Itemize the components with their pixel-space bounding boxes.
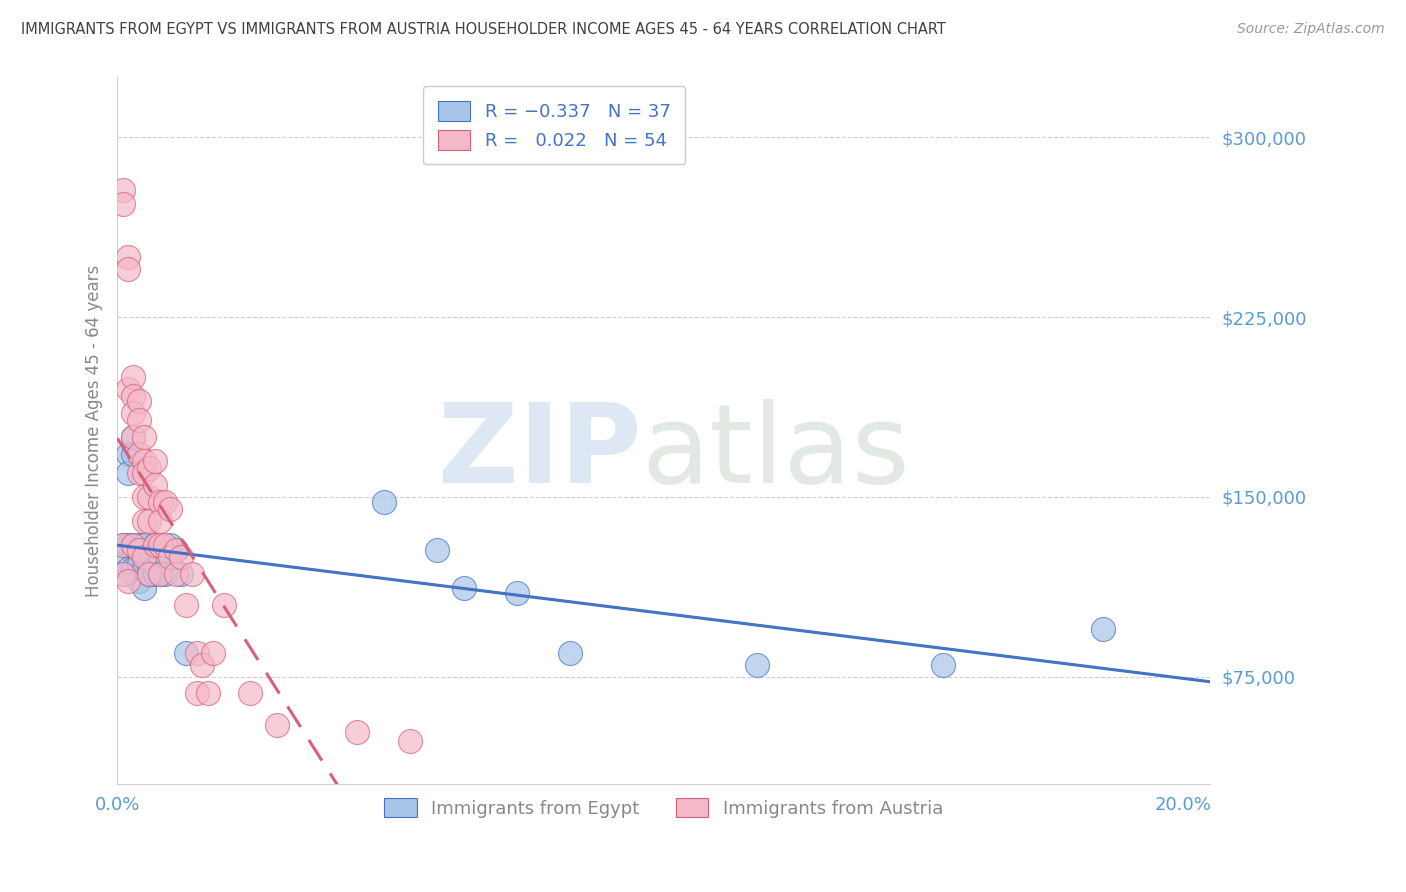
Point [165,542,187,557]
Point [128,557,150,571]
Point [117,250,139,264]
Point [132,538,155,552]
Point [202,646,225,660]
Point [128,447,150,461]
Point [153,494,176,508]
Point [132,549,155,564]
Point [111,538,134,552]
Point [132,490,155,504]
Point [122,430,145,444]
Point [138,566,160,581]
Point [180,566,202,581]
Point [149,494,172,508]
Point [132,466,155,480]
Text: atlas: atlas [641,399,910,506]
Text: IMMIGRANTS FROM EGYPT VS IMMIGRANTS FROM AUSTRIA HOUSEHOLDER INCOME AGES 45 - 64: IMMIGRANTS FROM EGYPT VS IMMIGRANTS FROM… [21,22,946,37]
Point [122,562,145,576]
Point [122,447,145,461]
Point [373,494,395,508]
Point [426,542,449,557]
Point [197,686,219,700]
Point [111,538,134,552]
Point [266,717,288,731]
Point [149,514,172,528]
Point [159,538,181,552]
Point [138,566,160,581]
Text: ZIP: ZIP [439,399,641,506]
Y-axis label: Householder Income Ages 45 - 64 years: Householder Income Ages 45 - 64 years [86,265,103,597]
Point [111,197,134,211]
Point [143,454,166,468]
Point [117,574,139,588]
Point [170,566,193,581]
Point [117,466,139,480]
Point [399,734,422,748]
Point [159,501,181,516]
Point [138,557,160,571]
Point [122,406,145,420]
Point [1092,622,1115,636]
Point [122,430,145,444]
Point [117,562,139,576]
Point [132,581,155,595]
Point [143,478,166,492]
Point [117,262,139,277]
Point [149,549,172,564]
Point [138,490,160,504]
Point [128,574,150,588]
Point [122,389,145,403]
Point [132,430,155,444]
Point [111,566,134,581]
Point [186,686,208,700]
Point [239,686,262,700]
Point [117,382,139,396]
Point [153,566,176,581]
Legend: Immigrants from Egypt, Immigrants from Austria: Immigrants from Egypt, Immigrants from A… [377,790,950,825]
Point [143,538,166,552]
Point [165,542,187,557]
Point [132,514,155,528]
Point [138,461,160,475]
Point [111,557,134,571]
Point [122,538,145,552]
Point [122,370,145,384]
Point [932,657,955,672]
Point [170,549,193,564]
Point [122,538,145,552]
Point [186,646,208,660]
Point [128,538,150,552]
Point [165,566,187,581]
Point [128,413,150,427]
Point [117,538,139,552]
Point [132,454,155,468]
Point [117,447,139,461]
Point [143,566,166,581]
Point [745,657,768,672]
Text: Source: ZipAtlas.com: Source: ZipAtlas.com [1237,22,1385,37]
Point [138,514,160,528]
Point [346,724,368,739]
Point [128,466,150,480]
Point [191,657,214,672]
Point [149,566,172,581]
Point [143,538,166,552]
Point [111,183,134,197]
Point [212,598,235,612]
Point [153,538,176,552]
Point [128,542,150,557]
Point [149,566,172,581]
Point [176,646,198,660]
Point [143,557,166,571]
Point [176,598,198,612]
Point [560,646,582,660]
Point [506,585,529,599]
Point [132,562,155,576]
Point [453,581,475,595]
Point [111,566,134,581]
Point [159,549,181,564]
Point [149,538,172,552]
Point [128,394,150,409]
